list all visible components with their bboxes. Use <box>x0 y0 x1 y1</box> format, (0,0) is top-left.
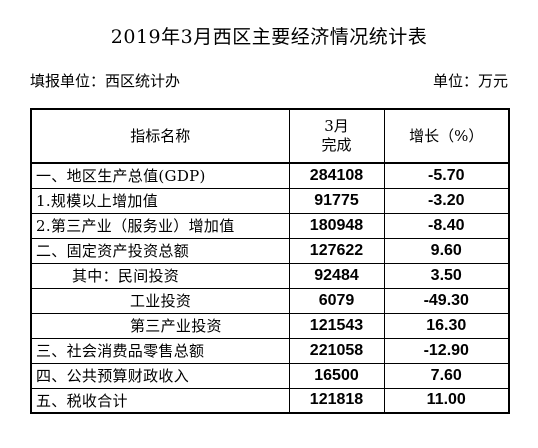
reporting-unit: 填报单位：西区统计办 <box>30 72 181 90</box>
row-growth: 3.50 <box>383 262 510 289</box>
row-growth: -8.40 <box>383 212 510 239</box>
header-month-completed: 3月 完成 <box>288 108 385 164</box>
row-value: 121543 <box>288 312 385 339</box>
currency-unit: 单位：万元 <box>432 72 508 90</box>
row-name: 三、社会消费品零售总额 <box>30 337 290 364</box>
row-value: 180948 <box>288 212 385 239</box>
table-row: 其中：民间投资 92484 3.50 <box>30 262 510 289</box>
table-row: 工业投资 6079 -49.30 <box>30 287 510 314</box>
table-row: 2.第三产业（服务业）增加值 180948 -8.40 <box>30 212 510 239</box>
row-value: 16500 <box>288 362 385 389</box>
page-title: 2019年3月西区主要经济情况统计表 <box>110 26 428 48</box>
row-growth: -3.20 <box>383 187 510 214</box>
row-name: 二、固定资产投资总额 <box>30 237 290 264</box>
header-completed-line: 完成 <box>321 136 352 154</box>
row-value: 6079 <box>288 287 385 314</box>
row-name: 一、地区生产总值(GDP) <box>30 162 290 189</box>
header-indicator-name: 指标名称 <box>30 108 290 164</box>
statistics-table: 指标名称 3月 完成 增长（%） 一、地区生产总值(GDP) 284108 -5… <box>30 108 510 414</box>
row-name: 五、税收合计 <box>30 387 290 414</box>
row-name: 1.规模以上增加值 <box>30 187 290 214</box>
row-value: 92484 <box>288 262 385 289</box>
row-growth: 11.00 <box>383 387 510 414</box>
table-row: 第三产业投资 121543 16.30 <box>30 312 510 339</box>
table-header-row: 指标名称 3月 完成 增长（%） <box>30 108 510 164</box>
row-name: 四、公共预算财政收入 <box>30 362 290 389</box>
row-growth: -49.30 <box>383 287 510 314</box>
row-value: 91775 <box>288 187 385 214</box>
table-row: 一、地区生产总值(GDP) 284108 -5.70 <box>30 162 510 189</box>
row-name: 工业投资 <box>30 287 290 314</box>
row-growth: -12.90 <box>383 337 510 364</box>
row-value: 221058 <box>288 337 385 364</box>
row-name: 2.第三产业（服务业）增加值 <box>30 212 290 239</box>
table-row: 五、税收合计 121818 11.00 <box>30 387 510 414</box>
row-growth: 7.60 <box>383 362 510 389</box>
row-value: 284108 <box>288 162 385 189</box>
table-row: 三、社会消费品零售总额 221058 -12.90 <box>30 337 510 364</box>
row-name: 第三产业投资 <box>30 312 290 339</box>
table-row: 四、公共预算财政收入 16500 7.60 <box>30 362 510 389</box>
row-growth: 9.60 <box>383 237 510 264</box>
row-value: 127622 <box>288 237 385 264</box>
row-growth: 16.30 <box>383 312 510 339</box>
row-value: 121818 <box>288 387 385 414</box>
table-row: 1.规模以上增加值 91775 -3.20 <box>30 187 510 214</box>
header-month-line: 3月 <box>324 117 349 135</box>
header-growth: 增长（%） <box>383 108 510 164</box>
row-growth: -5.70 <box>383 162 510 189</box>
row-name: 其中：民间投资 <box>30 262 290 289</box>
table-row: 二、固定资产投资总额 127622 9.60 <box>30 237 510 264</box>
